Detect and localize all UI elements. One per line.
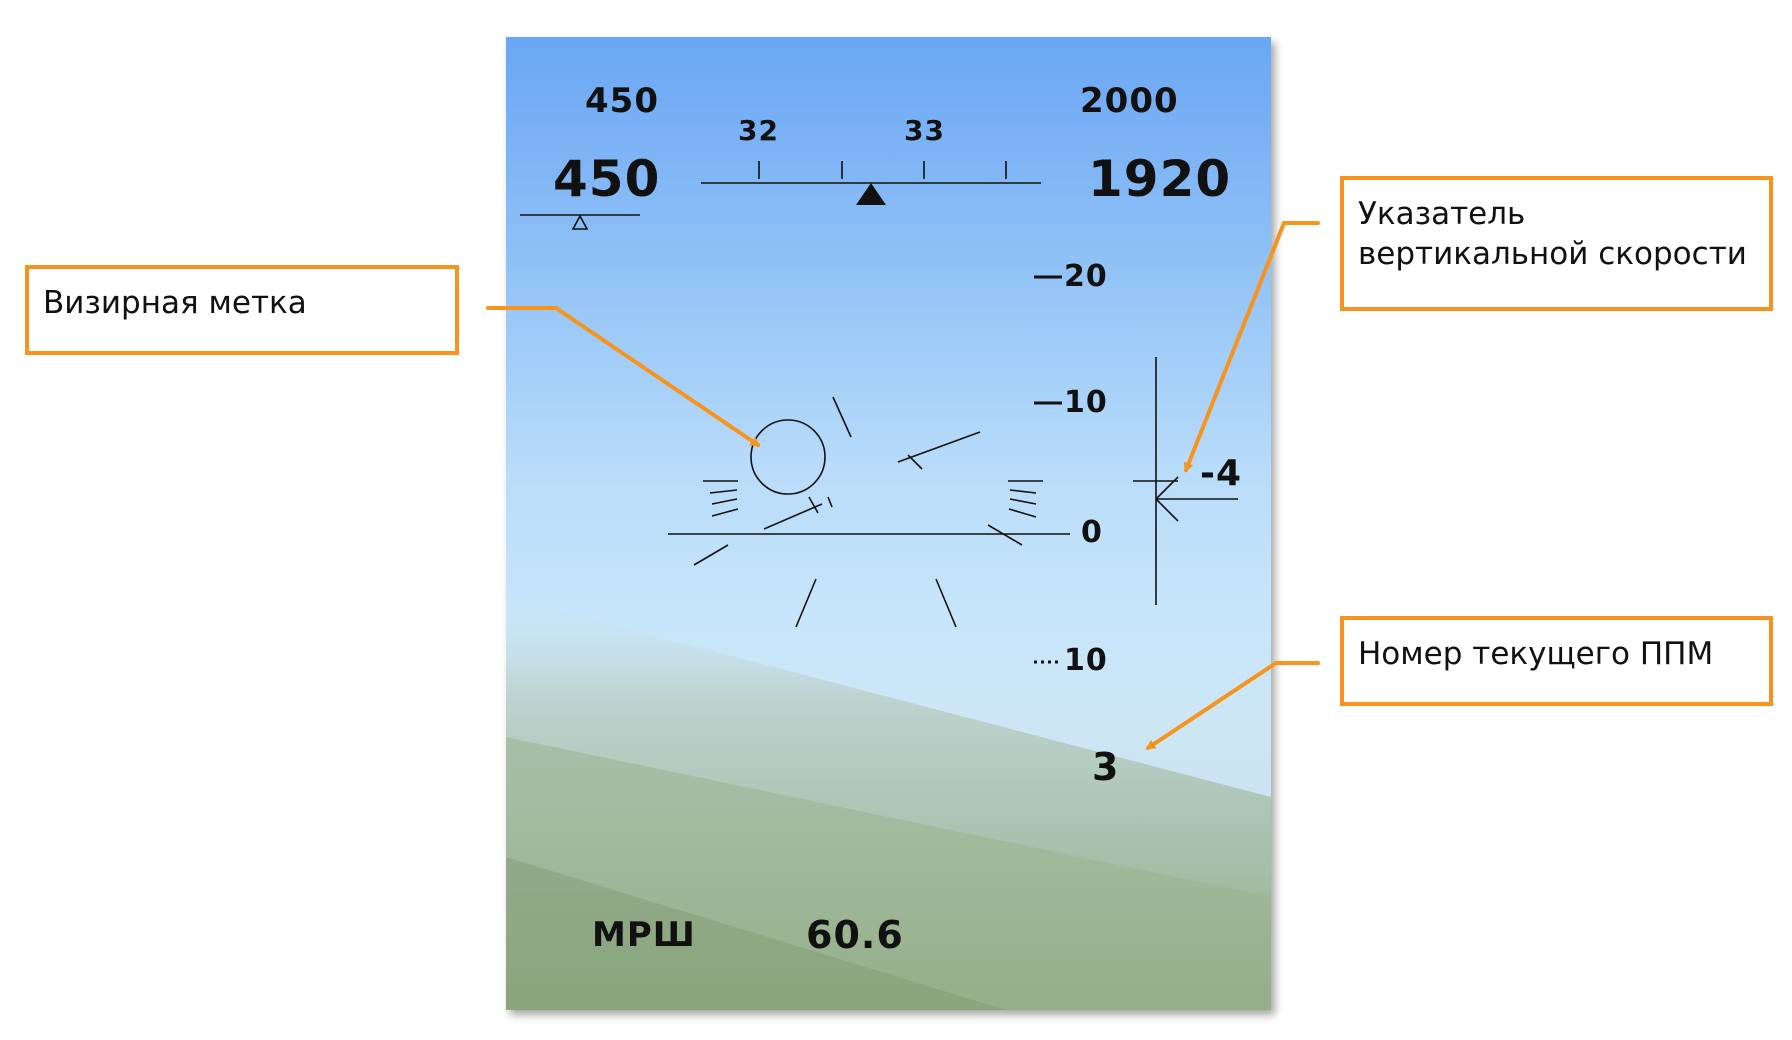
- range-readout: 60.6: [806, 913, 904, 957]
- callout-vsi-text: Указатель вертикальной скорости: [1358, 196, 1747, 272]
- callout-waypoint-text: Номер текущего ППМ: [1358, 636, 1714, 672]
- pitch-label-upper: 20: [1064, 259, 1108, 294]
- callout-waypoint: Номер текущего ППМ: [1340, 616, 1773, 706]
- terrain-background: [506, 597, 1271, 1010]
- heading-label-right: 33: [904, 114, 945, 147]
- callout-vsi: Указатель вертикальной скорости: [1340, 176, 1773, 311]
- speed-current: 450: [553, 150, 661, 208]
- heading-bug-icon: [856, 183, 886, 205]
- callout-aim-mark-text: Визирная метка: [43, 285, 307, 321]
- vsi-value: -4: [1200, 453, 1242, 494]
- waypoint-number: 3: [1092, 745, 1120, 789]
- weapon-mode: МРШ: [592, 915, 696, 955]
- pitch-label-mid: 10: [1064, 385, 1108, 420]
- hud-display: 450 450 2000 1920 32 33 20 10 0 10 -4 3 …: [506, 37, 1271, 1010]
- callout-aim-mark: Визирная метка: [25, 265, 459, 355]
- altitude-command: 2000: [1080, 81, 1179, 121]
- speed-command: 450: [585, 81, 659, 121]
- aim-mark-circle-icon: [750, 419, 826, 495]
- hud-symbology: [520, 161, 1238, 664]
- altitude-current: 1920: [1088, 150, 1232, 208]
- pitch-label-lower: 10: [1064, 643, 1108, 678]
- speed-caret-icon: [571, 214, 589, 230]
- heading-label-left: 32: [738, 114, 779, 147]
- pitch-label-zero: 0: [1081, 515, 1103, 550]
